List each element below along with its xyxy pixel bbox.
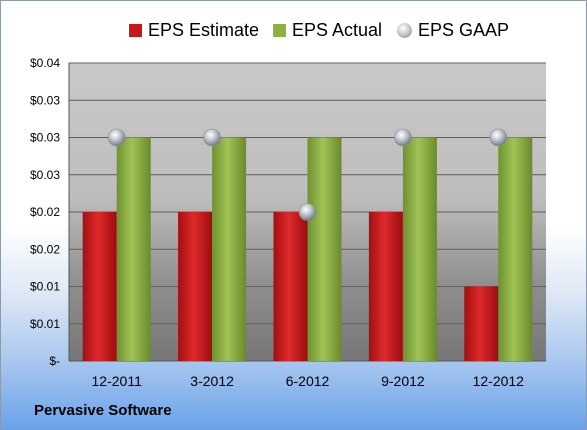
y-tick-label: $0.03 — [30, 168, 60, 182]
bar-eps-estimate — [273, 212, 308, 361]
company-name: Pervasive Software — [34, 402, 172, 419]
bar-eps-estimate — [464, 286, 499, 361]
y-tick-label: $0.01 — [30, 317, 60, 331]
x-tick-label: 12-2012 — [473, 373, 525, 389]
y-tick-label: $0.02 — [30, 242, 60, 256]
bar-eps-actual — [116, 137, 151, 361]
legend-marker-gaap — [397, 22, 412, 38]
legend-item-eps-gaap: EPS GAAP — [397, 17, 509, 43]
point-eps-gaap — [298, 203, 317, 221]
bar-eps-actual — [212, 137, 247, 361]
x-tick-label: 9-2012 — [381, 373, 425, 389]
bar-eps-estimate — [178, 212, 213, 361]
bar-eps-actual — [402, 137, 437, 361]
bar-eps-actual — [498, 137, 533, 361]
legend-item-eps-estimate: EPS Estimate — [129, 17, 259, 43]
y-tick-label: $0.02 — [30, 205, 60, 219]
chart-legend: EPS Estimate EPS Actual EPS GAAP — [1, 17, 586, 43]
x-tick-label: 3-2012 — [190, 373, 234, 389]
bar-eps-estimate — [82, 212, 117, 361]
y-tick-label: $0.03 — [30, 131, 60, 145]
y-tick-label: $0.01 — [30, 280, 60, 294]
y-tick-label: $- — [49, 354, 60, 368]
point-eps-gaap — [203, 128, 221, 147]
y-tick-label: $0.04 — [30, 56, 60, 70]
legend-item-eps-actual: EPS Actual — [273, 17, 382, 43]
legend-swatch-estimate — [129, 23, 142, 37]
legend-label-estimate: EPS Estimate — [148, 19, 260, 40]
y-tick-label: $0.03 — [30, 93, 60, 107]
legend-label-actual: EPS Actual — [292, 19, 383, 40]
bar-eps-actual — [307, 137, 342, 361]
x-tick-label: 12-2011 — [92, 373, 143, 389]
point-eps-gaap — [394, 128, 412, 147]
legend-swatch-actual — [273, 23, 286, 37]
point-eps-gaap — [107, 128, 126, 147]
legend-label-gaap: EPS GAAP — [418, 19, 510, 40]
x-tick-label: 6-2012 — [286, 373, 330, 389]
point-eps-gaap — [489, 128, 508, 147]
bar-eps-estimate — [368, 212, 403, 361]
